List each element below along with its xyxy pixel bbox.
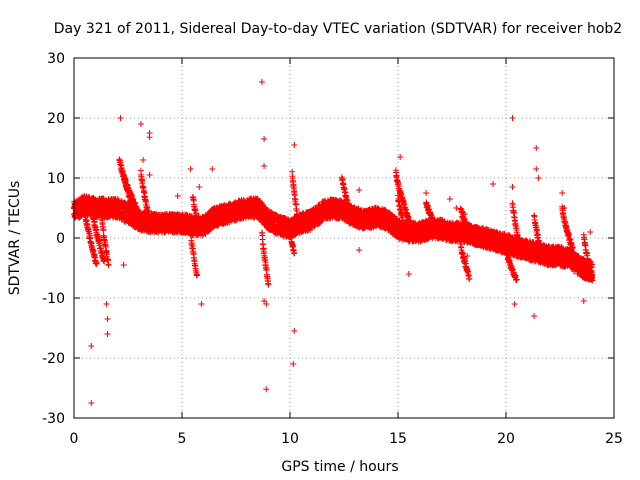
grid-layer: [74, 58, 614, 418]
points-layer: [71, 79, 596, 406]
